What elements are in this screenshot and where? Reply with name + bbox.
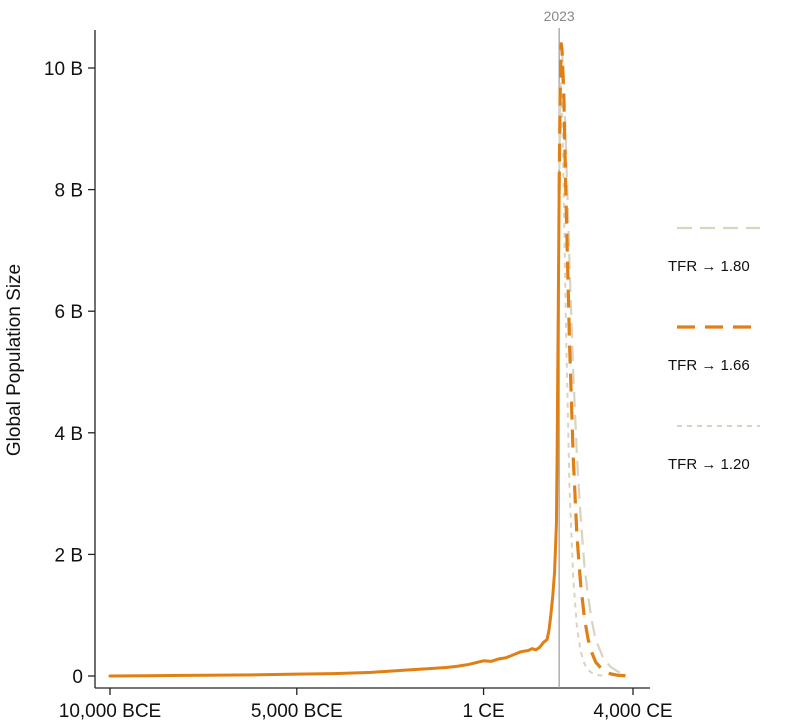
x-tick-label: 1 CE bbox=[462, 701, 504, 722]
legend-label-0: TFR → 1.80 bbox=[668, 258, 750, 275]
y-axis-title: Global Population Size bbox=[4, 264, 25, 456]
y-tick-label: 4 B bbox=[54, 424, 83, 445]
x-tick-label: 4,000 CE bbox=[593, 701, 672, 722]
x-tick-label: 5,000 BCE bbox=[251, 701, 343, 722]
y-tick-label: 6 B bbox=[54, 302, 83, 323]
series-line-1 bbox=[557, 42, 626, 678]
y-tick-label: 10 B bbox=[44, 59, 83, 80]
x-tick-label: 10,000 BCE bbox=[59, 701, 161, 722]
y-tick-label: 8 B bbox=[54, 181, 83, 202]
y-tick-label: 2 B bbox=[54, 545, 83, 566]
series-line-2 bbox=[558, 85, 604, 677]
annotation-label: 2023 bbox=[544, 8, 575, 24]
legend-label-2: TFR → 1.20 bbox=[668, 456, 750, 473]
y-tick-label: 0 bbox=[72, 667, 83, 688]
historical-line bbox=[108, 188, 561, 678]
legend-label-1: TFR → 1.66 bbox=[668, 357, 750, 374]
